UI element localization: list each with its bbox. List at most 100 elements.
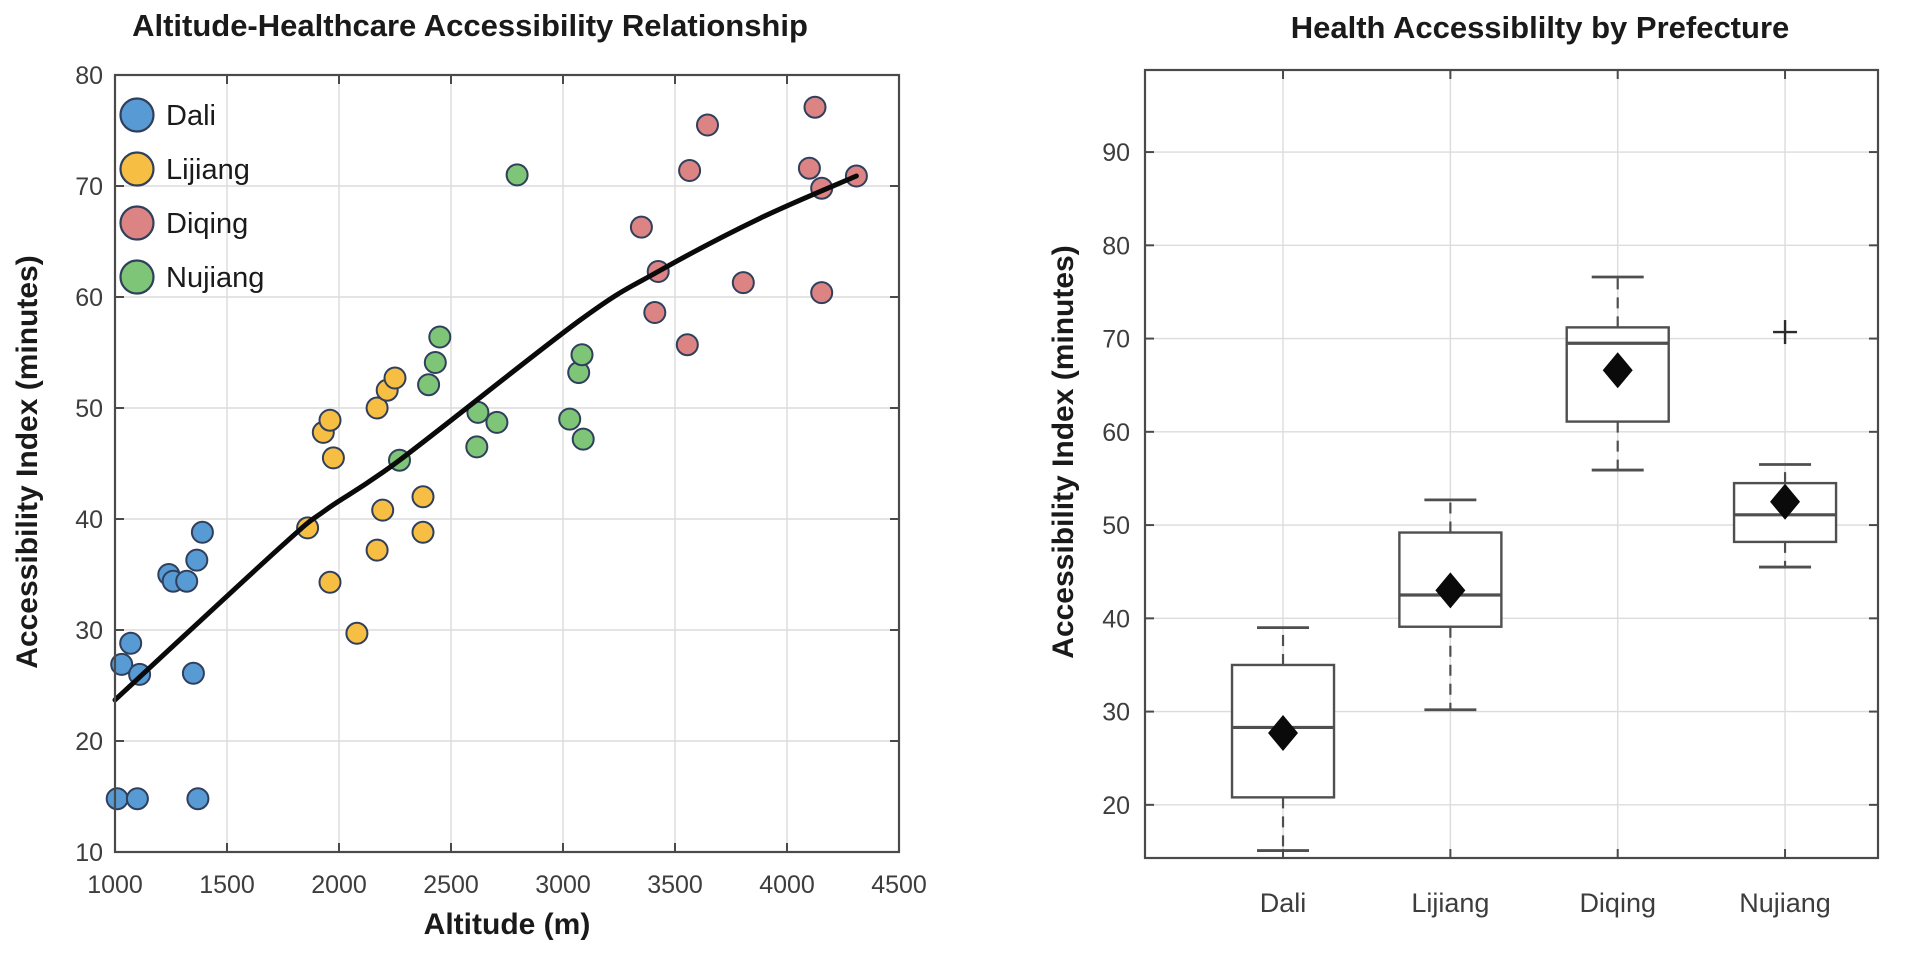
legend-marker-diqing [119, 205, 155, 241]
data-point-diqing [678, 159, 702, 182]
scatter-grid [115, 75, 899, 852]
data-point-nujiang [465, 435, 489, 459]
scatter-chart: 1000 1500 2000 2500 3000 3500 4000 4500 10 20 30 40… [75, 62, 927, 899]
boxplot-diqing [1565, 275, 1670, 472]
mean-diamond [1435, 572, 1466, 609]
box-grid [1145, 70, 1878, 858]
x-tick-label: 3500 [647, 871, 703, 899]
x-tick-label: 4500 [871, 871, 927, 899]
data-point-nujiang [571, 427, 595, 451]
data-point-lijiang [411, 485, 435, 509]
box-chart-title: Health Accessiblilty by Prefecture [1290, 10, 1790, 45]
data-point-diqing [643, 301, 667, 324]
data-point-lijiang [318, 408, 342, 432]
x-tick-label: 4000 [759, 871, 815, 899]
legend-label-nujiang: Nujiang [166, 262, 264, 294]
scatter-xaxis-label: Altitude (m) [423, 908, 591, 941]
y-tick-label: 90 [1102, 139, 1130, 167]
mean-diamond [1770, 483, 1801, 520]
data-point-diqing [675, 333, 699, 357]
data-point-dali [110, 652, 134, 676]
scatter-legend: Dali Lijiang Diqing Nujiang [119, 97, 264, 295]
category-label-lijiang: Lijiang [1411, 888, 1489, 918]
scatter-series-dali [105, 520, 214, 811]
data-point-dali [190, 520, 214, 544]
legend-label-diqing: Diqing [166, 208, 248, 240]
y-tick-label: 70 [1102, 326, 1130, 354]
x-tick-label: 1500 [199, 871, 255, 899]
boxplot-lijiang [1398, 498, 1503, 712]
data-point-dali [125, 787, 149, 811]
x-tick-label: 2500 [423, 871, 479, 899]
legend-marker-nujiang [119, 259, 155, 295]
mean-diamond [1602, 352, 1633, 389]
data-point-nujiang [570, 343, 594, 367]
category-label-nujiang: Nujiang [1739, 888, 1831, 918]
data-point-nujiang [428, 325, 452, 349]
data-point-dali [185, 548, 209, 572]
data-point-nujiang [423, 351, 447, 374]
y-tick-label: 70 [75, 173, 103, 201]
boxplot-nujiang [1732, 320, 1838, 569]
data-point-dali [119, 631, 143, 655]
plot-border [1143, 68, 1880, 860]
data-point-lijiang [371, 498, 395, 522]
y-tick-label: 40 [75, 506, 103, 534]
y-tick-label: 10 [75, 839, 103, 867]
x-tick-label: 2000 [311, 871, 367, 899]
data-point-lijiang [321, 446, 345, 470]
y-tick-label: 30 [75, 617, 103, 645]
y-tick-label: 80 [75, 62, 103, 90]
data-point-lijiang [345, 621, 369, 645]
y-tick-label: 60 [75, 284, 103, 312]
box-tick-labels: 20 30 40 50 60 70 80 90 Dali Lijiang Diqing Nujiang [1102, 139, 1831, 918]
data-point-lijiang [383, 366, 407, 390]
data-point-diqing [797, 156, 821, 180]
scatter-chart-title: Altitude-Healthcare Accessibility Relati… [132, 8, 808, 43]
data-point-lijiang [365, 538, 389, 562]
x-tick-label: 1000 [87, 871, 143, 899]
scatter-series-diqing [629, 95, 868, 357]
y-tick-label: 50 [75, 395, 103, 423]
data-point-diqing [629, 215, 653, 239]
scatter-series-lijiang [296, 366, 435, 645]
data-point-diqing [810, 281, 834, 305]
y-tick-label: 20 [75, 728, 103, 756]
data-point-nujiang [417, 373, 441, 397]
data-point-lijiang [296, 516, 320, 540]
y-tick-label: 80 [1102, 232, 1130, 260]
data-point-dali [186, 787, 210, 811]
y-tick-label: 50 [1102, 512, 1130, 540]
y-tick-label: 30 [1102, 699, 1130, 727]
category-label-dali: Dali [1260, 888, 1307, 918]
legend-label-lijiang: Lijiang [166, 154, 250, 186]
legend-marker-dali [119, 97, 155, 133]
y-tick-label: 40 [1102, 605, 1130, 633]
data-point-diqing [696, 113, 719, 137]
boxplot-dali [1230, 626, 1336, 852]
data-point-dali [105, 787, 129, 811]
category-label-diqing: Diqing [1579, 888, 1656, 918]
box-chart: 20 30 40 50 60 70 80 90 Dali Lijiang Diqing Nujiang [1102, 68, 1880, 918]
data-point-dali [175, 569, 199, 593]
y-tick-label: 20 [1102, 792, 1130, 820]
data-point-lijiang [318, 570, 342, 594]
mean-diamond [1268, 715, 1299, 752]
data-point-diqing [731, 271, 755, 295]
data-point-nujiang [485, 410, 509, 434]
data-point-nujiang [558, 407, 582, 431]
scatter-series-nujiang [388, 163, 595, 472]
y-tick-label: 60 [1102, 419, 1130, 447]
data-point-nujiang [505, 163, 529, 187]
scatter-tick-labels: 1000 1500 2000 2500 3000 3500 4000 4500 10 20 30 40… [75, 62, 927, 899]
data-point-lijiang [411, 520, 435, 544]
data-point-lijiang [365, 396, 389, 420]
legend-marker-lijiang [119, 151, 155, 187]
plot-border [113, 73, 901, 854]
trend-curve [112, 173, 859, 703]
data-point-dali [181, 661, 205, 685]
legend-label-dali: Dali [166, 100, 216, 132]
data-point-diqing [803, 95, 827, 119]
